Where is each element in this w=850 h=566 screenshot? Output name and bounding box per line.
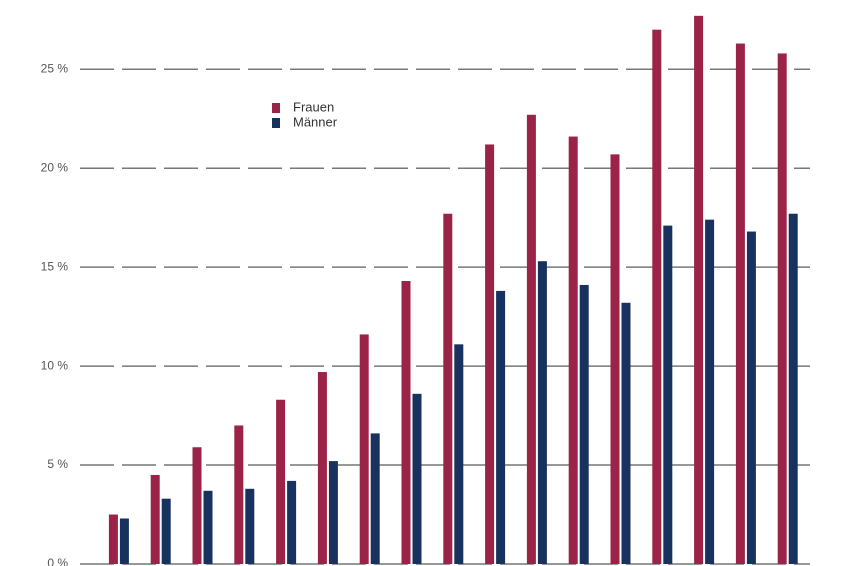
legend-swatch: [272, 103, 280, 113]
bar: [694, 15, 704, 564]
bar: [359, 334, 369, 564]
bar: [579, 284, 589, 564]
bar: [161, 498, 171, 564]
bar: [777, 53, 787, 564]
legend-label: Frauen: [293, 99, 334, 114]
bar: [276, 399, 286, 564]
bar: [150, 474, 160, 564]
y-tick-label: 25 %: [41, 61, 69, 75]
y-tick-label: 5 %: [47, 457, 68, 471]
bar: [203, 490, 213, 564]
bar: [485, 144, 495, 564]
bar: [705, 219, 715, 565]
y-tick-label: 10 %: [41, 358, 69, 372]
bar: [328, 461, 338, 564]
bar: [108, 514, 118, 564]
bar: [234, 425, 244, 564]
bar: [412, 393, 422, 564]
bar: [119, 518, 129, 564]
bar: [652, 29, 662, 565]
bar: [401, 281, 411, 564]
bar: [317, 372, 327, 564]
bar: [526, 114, 536, 565]
bar: [663, 225, 673, 564]
bar: [568, 136, 578, 564]
bar: [537, 261, 547, 564]
bar: [610, 154, 620, 564]
y-tick-label: 0 %: [47, 556, 68, 566]
bar: [496, 290, 506, 564]
bar: [454, 344, 464, 564]
bar: [245, 488, 255, 564]
legend-swatch: [272, 118, 280, 128]
legend-label: Männer: [293, 114, 338, 129]
bar: [621, 302, 631, 564]
bar: [746, 231, 756, 564]
bar: [287, 480, 297, 564]
bar: [192, 447, 202, 564]
y-tick-label: 20 %: [41, 160, 69, 174]
bar: [370, 433, 380, 564]
bar: [735, 43, 745, 564]
y-tick-label: 15 %: [41, 259, 69, 273]
bar: [788, 213, 798, 564]
bar: [443, 213, 453, 564]
